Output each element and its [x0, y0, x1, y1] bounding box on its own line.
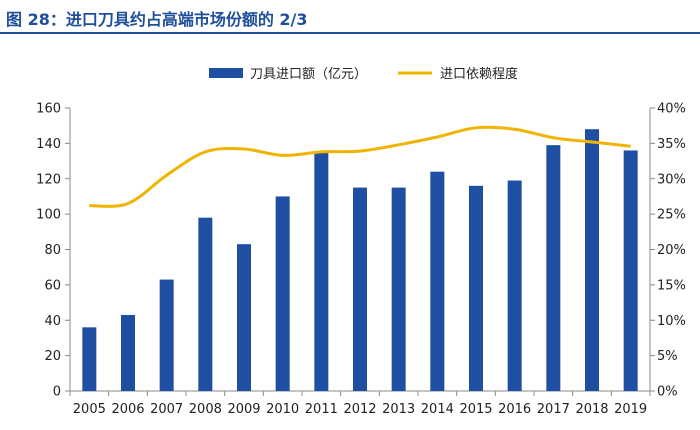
bar-2011 — [314, 152, 329, 391]
y-left-tick-label: 100 — [36, 208, 61, 223]
bar-2007 — [159, 279, 174, 391]
y-left-tick-label: 40 — [44, 314, 61, 329]
bar-2006 — [121, 314, 135, 391]
figure-title: 图 28：进口刀具约占高端市场份额的 2/3 — [6, 10, 308, 29]
x-tick-label: 2019 — [614, 402, 647, 417]
y-right-tick-label: 35% — [657, 137, 686, 152]
bar-2017 — [546, 145, 561, 391]
x-tick-label: 2006 — [111, 402, 144, 417]
x-tick-label: 2015 — [459, 402, 492, 417]
x-tick-label: 2018 — [575, 402, 608, 417]
legend-line-label: 进口依赖程度 — [440, 66, 518, 82]
y-left-tick-label: 160 — [36, 102, 61, 117]
y-right-tick-label: 25% — [657, 208, 686, 223]
axes: 0 20 40 60 80 100 120 140 160 0% 5% 10% 15% 20% 25% 30%… — [36, 102, 686, 418]
x-tick-label: 2014 — [421, 402, 454, 417]
y-left-tick-label: 140 — [36, 137, 61, 152]
y-right-tick-label: 10% — [657, 314, 686, 329]
y-left-tick-label: 80 — [44, 243, 61, 258]
x-tick-label: 2010 — [266, 402, 299, 417]
x-tick-label: 2008 — [189, 402, 222, 417]
bar-2009 — [237, 244, 251, 391]
x-tick-label: 2013 — [382, 402, 415, 417]
y-left-tick-label: 120 — [36, 172, 61, 187]
legend: 刀具进口额（亿元） 进口依赖程度 — [209, 66, 518, 82]
bar-2008 — [198, 217, 213, 391]
x-tick-label: 2011 — [305, 402, 338, 417]
x-tick-label: 2009 — [227, 402, 260, 417]
y-right-tick-label: 20% — [657, 243, 686, 258]
x-tick-label: 2016 — [498, 402, 531, 417]
y-left-tick-label: 20 — [44, 349, 61, 364]
x-tick-label: 2005 — [73, 402, 106, 417]
bar-2015 — [469, 185, 483, 391]
y-left-tick-label: 60 — [44, 278, 61, 293]
x-tick-label: 2012 — [343, 402, 376, 417]
y-right-tick-label: 40% — [657, 102, 686, 117]
legend-bar-label: 刀具进口额（亿元） — [250, 67, 367, 82]
bar-2018 — [585, 129, 599, 391]
y-right-tick-label: 30% — [657, 172, 686, 187]
y-right-tick-label: 5% — [657, 349, 678, 364]
title-divider — [0, 32, 700, 34]
bar-2005 — [82, 327, 97, 391]
bar-2014 — [430, 171, 445, 391]
bar-2016 — [507, 180, 522, 391]
x-tick-label: 2007 — [150, 402, 183, 417]
line-series — [89, 125, 631, 208]
y-left-tick-label: 0 — [53, 385, 61, 400]
bar-2019 — [623, 150, 638, 391]
x-tick-label: 2017 — [537, 402, 570, 417]
bar-2013 — [391, 187, 406, 391]
legend-bar-swatch — [209, 68, 243, 78]
y-right-tick-label: 15% — [657, 278, 686, 293]
y-right-tick-label: 0% — [657, 385, 678, 400]
bar-2012 — [353, 187, 367, 391]
bar-2010 — [275, 196, 290, 391]
bar-series — [82, 129, 638, 391]
figure-header: 图 28：进口刀具约占高端市场份额的 2/3 — [0, 0, 700, 34]
